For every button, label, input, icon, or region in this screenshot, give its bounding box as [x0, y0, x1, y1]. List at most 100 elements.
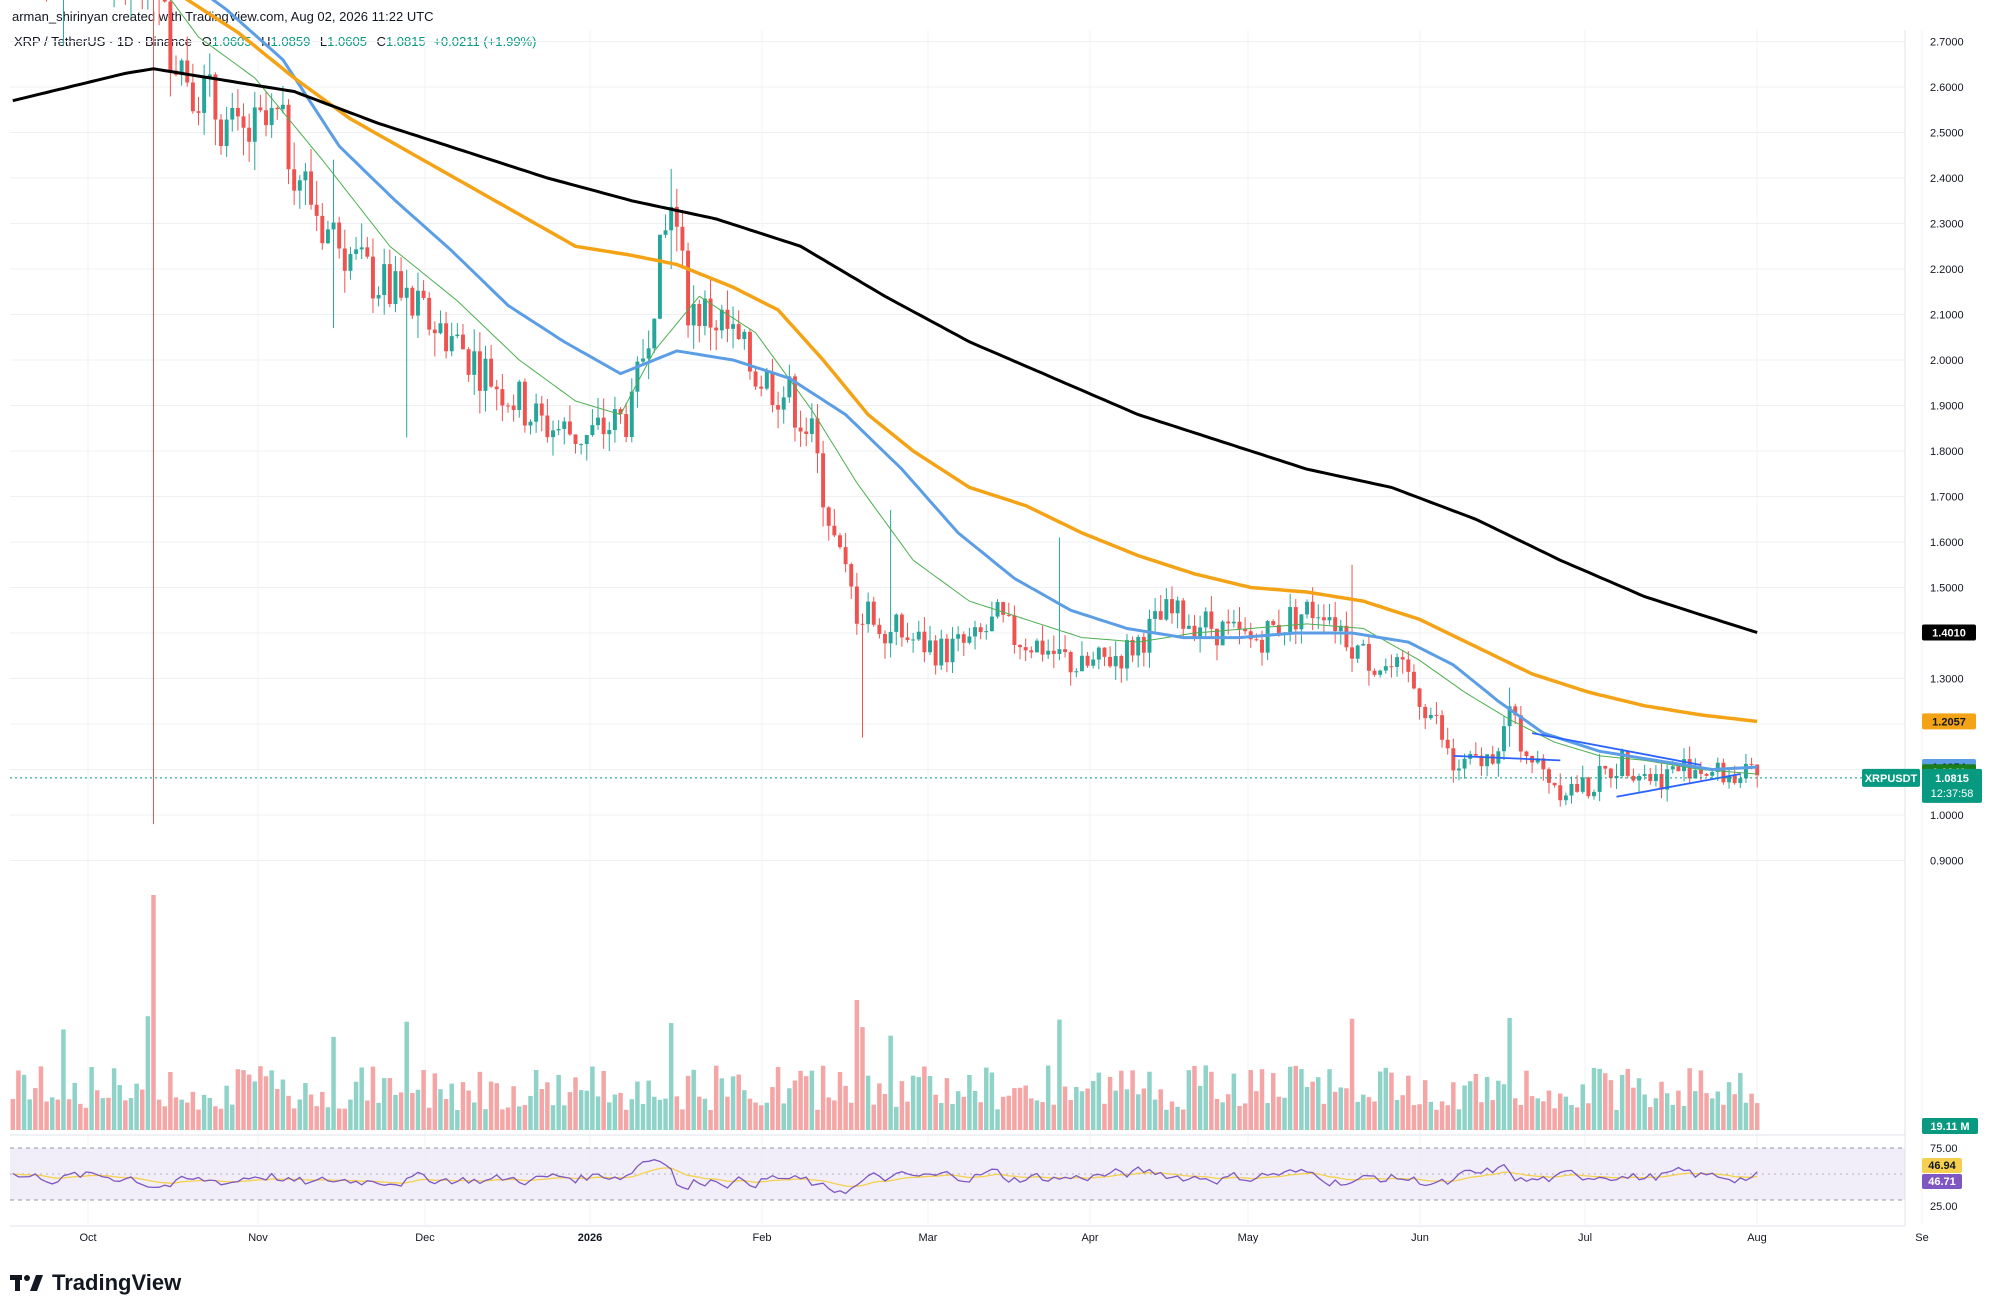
volume-bar — [1012, 1088, 1017, 1130]
volume-bar — [1586, 1103, 1591, 1130]
candle-body — [1164, 599, 1169, 620]
candle-body — [781, 397, 786, 410]
candle-body — [1119, 656, 1124, 669]
candle-body — [477, 351, 482, 391]
candle-body — [517, 381, 522, 410]
candle-body — [787, 376, 792, 398]
volume-bar — [1355, 1101, 1360, 1130]
candle-body — [1462, 758, 1467, 769]
time-axis-label: Jun — [1411, 1232, 1429, 1244]
volume-bar — [1164, 1109, 1169, 1130]
candle-body — [680, 226, 685, 251]
volume-bar — [618, 1092, 623, 1130]
volume-bar — [787, 1088, 792, 1130]
candle-body — [883, 634, 887, 644]
candle-body — [500, 389, 505, 406]
candle-body — [978, 627, 983, 633]
rsi-band — [10, 1148, 1905, 1200]
rsi-value-tag — [1922, 1158, 1962, 1173]
volume-bar — [854, 1000, 860, 1130]
volume-bar — [348, 1099, 353, 1130]
volume-bar — [78, 1103, 83, 1130]
candle-body — [1063, 649, 1068, 653]
volume-bar — [1006, 1095, 1012, 1130]
time-axis-label: Mar — [919, 1232, 938, 1244]
volume-bar — [1248, 1069, 1254, 1130]
volume-bar — [1597, 1068, 1602, 1130]
volume-bar — [1400, 1095, 1405, 1130]
volume-bar — [1614, 1109, 1619, 1130]
candle-body — [792, 376, 797, 428]
candle-body — [1535, 758, 1540, 763]
candle-body — [1378, 670, 1383, 675]
chart-caption: arman_shirinyan created with TradingView… — [12, 9, 434, 24]
candle-body — [1575, 783, 1580, 792]
volume-bar — [1383, 1067, 1389, 1130]
volume-bar — [533, 1069, 539, 1130]
volume-bar — [1096, 1072, 1102, 1130]
volume-bar — [1107, 1076, 1113, 1130]
volume-bar — [1186, 1070, 1192, 1130]
volume-bar — [663, 1098, 668, 1130]
candle-body — [1502, 726, 1506, 752]
volume-bar — [505, 1107, 511, 1130]
candle-body — [1372, 670, 1377, 675]
tradingview-logo[interactable]: TradingView — [10, 1270, 181, 1296]
volume-bar — [38, 1066, 44, 1130]
volume-bar — [972, 1091, 978, 1130]
candle-body — [989, 616, 994, 632]
candle-body — [826, 507, 831, 526]
volume-bar — [488, 1081, 494, 1130]
volume-bar — [1209, 1071, 1214, 1130]
candle-body — [449, 336, 454, 352]
candle-body — [1305, 601, 1309, 615]
volume-bar — [995, 1109, 1000, 1130]
volume-bar — [415, 1089, 421, 1130]
volume-bars — [10, 895, 1760, 1130]
volume-bar — [55, 1099, 61, 1130]
volume-bar — [1732, 1094, 1737, 1130]
volume-bar — [792, 1080, 798, 1130]
candle-body — [1327, 617, 1332, 621]
candle-body — [415, 290, 420, 316]
volume-bar — [578, 1090, 584, 1130]
candle-body — [303, 171, 308, 181]
volume-bar — [387, 1078, 393, 1130]
candle-body — [1310, 601, 1315, 619]
candle-body — [365, 247, 370, 257]
price-tick-label: 2.4000 — [1930, 173, 1964, 185]
volume-bar — [381, 1078, 387, 1130]
volume-bar — [1591, 1067, 1597, 1130]
volume-bar — [736, 1074, 741, 1130]
candle-body — [1749, 763, 1754, 765]
candle-body — [219, 119, 223, 147]
volume-bar — [483, 1109, 488, 1130]
candle-body — [556, 428, 561, 431]
rsi-value-tag — [1922, 1174, 1962, 1189]
volume-bar — [128, 1097, 134, 1130]
candle-body — [438, 323, 443, 334]
candle-body — [984, 631, 989, 633]
volume-bar — [803, 1076, 809, 1130]
rsi-tick-label: 25.00 — [1930, 1201, 1958, 1213]
candle-body — [539, 403, 544, 416]
price-tag — [1922, 624, 1976, 641]
candle-body — [1637, 775, 1641, 781]
volume-bar — [1372, 1101, 1377, 1130]
candle-body — [1434, 714, 1439, 716]
candle-body — [207, 74, 212, 78]
volume-bar — [1203, 1065, 1208, 1130]
candle-body — [967, 636, 972, 643]
candle-body — [950, 638, 955, 663]
candle-body — [601, 417, 606, 435]
candle-body — [1231, 621, 1236, 624]
candle-body — [624, 414, 629, 437]
candle-body — [393, 271, 398, 305]
candle-body — [956, 634, 961, 639]
volume-bar — [1642, 1094, 1647, 1130]
volume-bar — [466, 1090, 471, 1130]
candle-body — [331, 222, 336, 230]
volume-bar — [522, 1104, 528, 1130]
volume-bar — [1456, 1109, 1462, 1130]
